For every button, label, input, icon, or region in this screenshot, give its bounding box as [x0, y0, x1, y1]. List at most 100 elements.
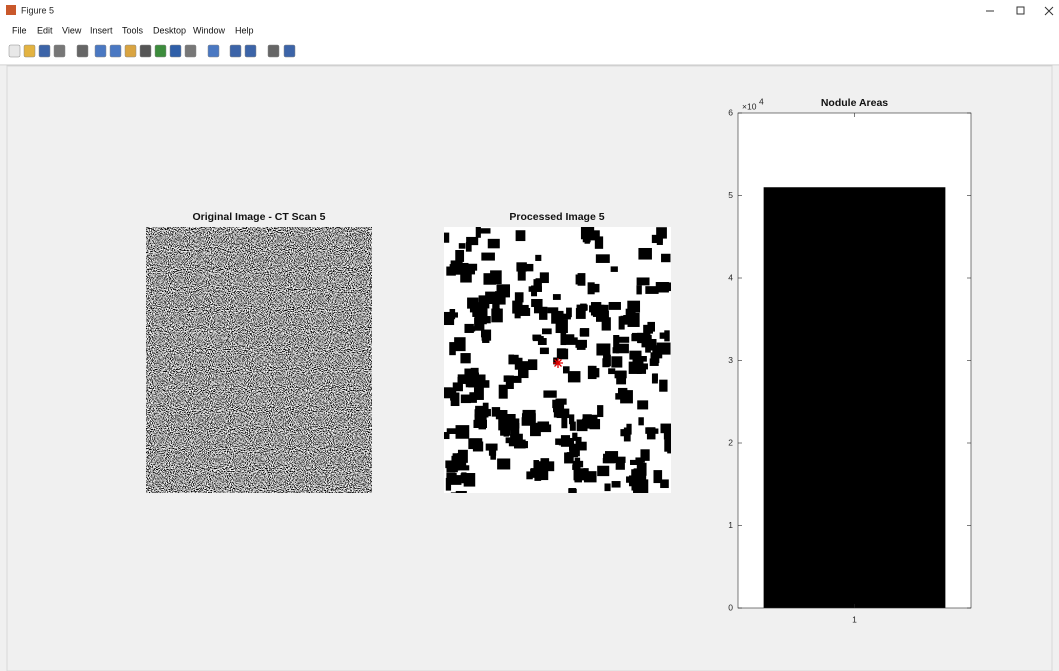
blob	[647, 322, 655, 332]
blob	[535, 464, 541, 476]
toolbar-button[interactable]	[95, 45, 106, 57]
menu-item[interactable]: File	[12, 25, 27, 35]
blob	[459, 243, 466, 249]
blob	[608, 368, 615, 374]
centroid-marker	[553, 358, 563, 368]
toolbar-button[interactable]	[185, 45, 196, 57]
blob	[514, 440, 526, 449]
toolbar-button[interactable]	[170, 45, 181, 57]
blob	[533, 279, 541, 292]
blob	[615, 371, 627, 379]
bar	[764, 187, 946, 608]
noise-image	[146, 227, 372, 493]
blob	[661, 254, 670, 262]
blob	[553, 294, 561, 300]
toolbar-button[interactable]	[245, 45, 256, 57]
menu-item[interactable]: View	[62, 25, 82, 35]
blob	[602, 358, 609, 367]
blob	[465, 326, 475, 331]
toolbar-button[interactable]	[9, 45, 20, 57]
blob	[568, 371, 581, 382]
blob	[645, 286, 658, 294]
blob	[650, 358, 659, 366]
blob	[509, 355, 514, 361]
blob	[593, 305, 604, 317]
blob	[635, 457, 644, 462]
axis-multiplier-exponent: 4	[759, 96, 764, 106]
blob	[522, 413, 536, 424]
blob	[570, 422, 576, 431]
toolbar-button[interactable]	[39, 45, 50, 57]
blob	[556, 311, 563, 317]
blob	[586, 232, 592, 239]
blob	[637, 277, 650, 285]
blob	[510, 423, 519, 436]
blob	[496, 410, 508, 419]
toolbar-button[interactable]	[155, 45, 166, 57]
menu-item[interactable]: Edit	[37, 25, 53, 35]
blob	[629, 351, 641, 360]
blob	[596, 343, 610, 355]
blob	[660, 479, 669, 488]
blob	[466, 374, 473, 385]
x-tick-label: 1	[852, 614, 857, 624]
blob	[500, 428, 510, 435]
blob	[499, 385, 508, 399]
menu-item[interactable]: Desktop	[153, 25, 186, 35]
toolbar-button[interactable]	[77, 45, 88, 57]
blob	[597, 405, 603, 417]
blob	[584, 471, 597, 482]
toolbar-button[interactable]	[110, 45, 121, 57]
blob	[637, 335, 649, 343]
blob	[543, 390, 556, 397]
blob	[481, 253, 495, 261]
image-title: Original Image - CT Scan 5	[192, 211, 325, 223]
menu-item[interactable]: Help	[235, 25, 254, 35]
image-title: Processed Image 5	[509, 211, 604, 223]
blob	[626, 424, 631, 435]
blob	[637, 400, 648, 409]
blob	[455, 250, 464, 262]
menu-item[interactable]: Window	[193, 25, 226, 35]
blob	[443, 233, 449, 243]
blob	[552, 400, 560, 408]
blob	[638, 248, 652, 260]
toolbar-button[interactable]	[208, 45, 219, 57]
menu-item[interactable]: Insert	[90, 25, 113, 35]
blob	[475, 303, 487, 317]
toolbar-button[interactable]	[284, 45, 295, 57]
blob	[538, 424, 551, 432]
blob	[609, 302, 621, 310]
toolbar-button[interactable]	[230, 45, 241, 57]
blob	[461, 473, 468, 479]
blob	[460, 270, 472, 283]
blob	[485, 292, 497, 304]
blob	[638, 417, 643, 425]
toolbar-button[interactable]	[24, 45, 35, 57]
app-icon	[6, 5, 16, 15]
blob	[510, 376, 521, 383]
blob	[516, 230, 526, 241]
blob	[538, 338, 547, 345]
blob	[596, 254, 610, 263]
title-bar	[0, 0, 1059, 20]
blob	[481, 316, 491, 323]
blob	[528, 359, 537, 370]
blob	[659, 380, 667, 392]
blob	[645, 427, 655, 434]
blob	[615, 393, 627, 399]
toolbar-button[interactable]	[54, 45, 65, 57]
blob	[603, 458, 615, 463]
blob	[560, 332, 566, 345]
blob	[613, 347, 620, 353]
blob	[611, 266, 618, 272]
menu-item[interactable]: Tools	[122, 25, 144, 35]
toolbar-button[interactable]	[268, 45, 279, 57]
window-title: Figure 5	[21, 5, 54, 15]
blob	[497, 284, 510, 297]
blob	[578, 273, 586, 286]
toolbar-button[interactable]	[140, 45, 151, 57]
blob	[602, 317, 611, 330]
y-tick-label: 2	[728, 437, 733, 447]
toolbar-button[interactable]	[125, 45, 136, 57]
